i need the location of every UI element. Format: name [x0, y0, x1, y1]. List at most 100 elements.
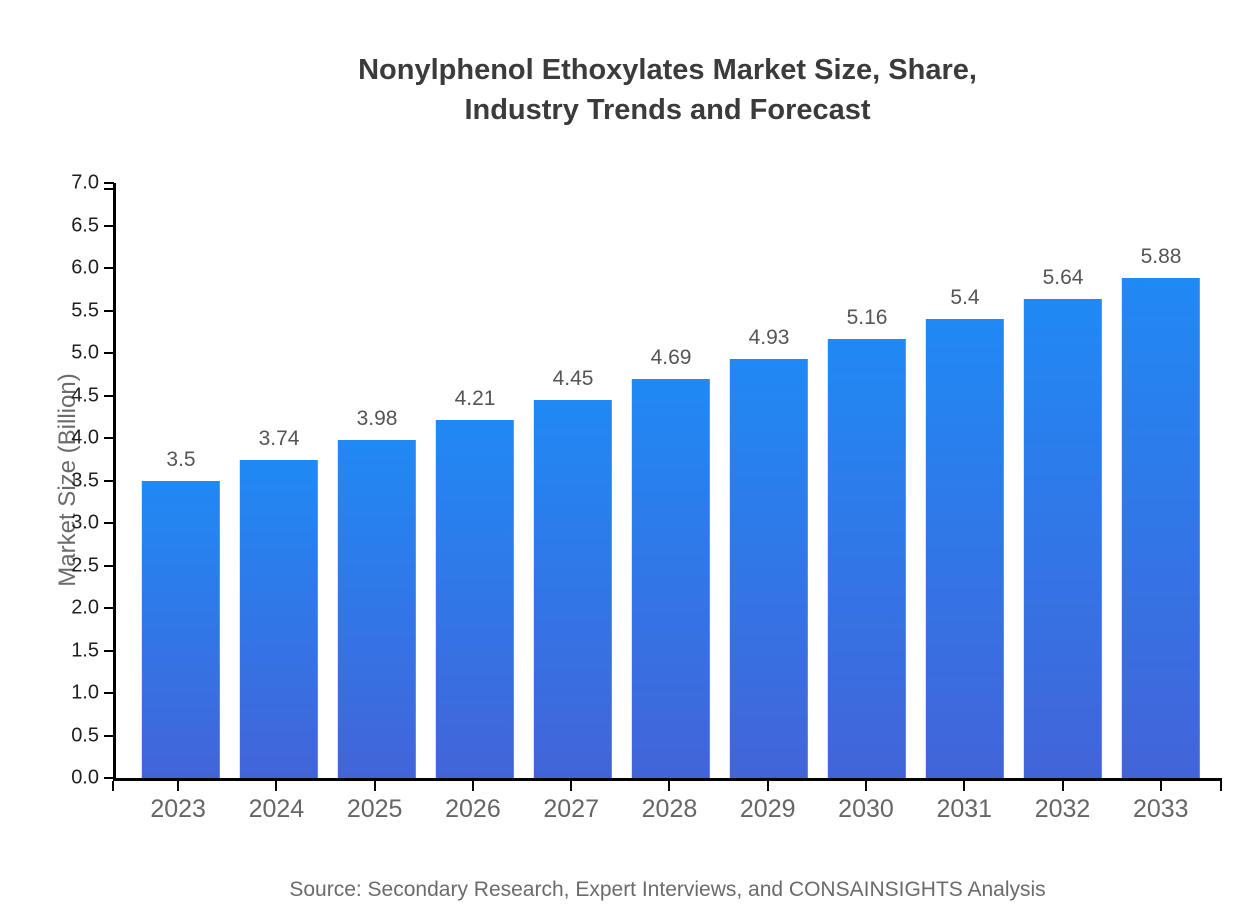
y-tick-mark: [104, 267, 114, 269]
bar-group-2027: 4.45: [524, 183, 622, 778]
y-tick-label: 4.0: [71, 426, 99, 449]
y-tick-label: 1.5: [71, 639, 99, 661]
bar-value-label: 5.88: [1140, 245, 1182, 269]
bar-group-2031: 5.4: [916, 183, 1014, 778]
x-tick-mark: [373, 781, 376, 791]
chart-title-line1: Nonylphenol Ethoxylates Market Size, Sha…: [358, 54, 977, 86]
bar-value-label: 5.4: [950, 286, 980, 309]
bar-value-label: 5.16: [846, 306, 888, 330]
x-tick-2031: 2031: [915, 781, 1013, 841]
y-tick-label: 6.5: [71, 214, 99, 236]
bar-value-label: 3.5: [166, 447, 196, 471]
y-tick-label: 7.0: [71, 171, 99, 194]
bar-value-label: 4.69: [650, 346, 692, 370]
x-tick-2030: 2030: [817, 781, 915, 841]
x-tick-mark: [668, 781, 671, 791]
x-tick-2032: 2032: [1013, 781, 1111, 841]
x-tick-label: 2030: [838, 795, 894, 823]
bar-value-label: 5.64: [1042, 265, 1084, 289]
x-tick-2025: 2025: [326, 781, 424, 841]
source-note: Source: Secondary Research, Expert Inter…: [289, 878, 1046, 901]
y-tick-label: 2.5: [71, 554, 99, 576]
x-tick-mark: [177, 781, 180, 791]
bar-2023: [141, 480, 221, 778]
bar-group-2030: 5.16: [818, 183, 916, 778]
x-tick-mark: [766, 781, 769, 791]
x-tick-2026: 2026: [424, 781, 522, 841]
x-tick-label: 2031: [936, 795, 993, 823]
y-tick-mark: [104, 649, 114, 652]
y-tick-label: 3.5: [71, 469, 99, 491]
bar-group-2026: 4.21: [426, 183, 524, 778]
bar-2027: [533, 399, 613, 778]
x-tick-label: 2028: [641, 795, 698, 823]
x-tick-label: 2033: [1132, 795, 1189, 823]
y-tick-mark: [104, 352, 114, 354]
x-tick-mark: [1061, 781, 1064, 791]
y-tick-label: 2.0: [71, 596, 99, 619]
x-tick-mark: [864, 781, 867, 791]
bar-2024: [239, 460, 319, 778]
y-tick-mark: [104, 479, 114, 482]
x-tick-label: 2024: [248, 795, 305, 823]
bar-group-2025: 3.98: [328, 183, 426, 778]
x-tick-mark: [471, 781, 474, 791]
x-tick-2023: 2023: [129, 781, 227, 841]
bar-value-label: 3.98: [356, 406, 398, 430]
x-tick-label: 2026: [445, 795, 501, 823]
bar-value-label: 4.21: [454, 387, 496, 411]
y-axis-top-cap: [104, 188, 114, 190]
x-tick-mark: [1159, 781, 1162, 791]
bar-group-2023: 3.5: [132, 183, 230, 778]
bar-group-2029: 4.93: [720, 183, 818, 778]
bar-2032: [1023, 298, 1103, 778]
x-tick-label: 2032: [1034, 795, 1091, 823]
bar-2026: [435, 420, 515, 778]
bar-group-2024: 3.74: [230, 183, 328, 778]
x-tick-label: 2027: [543, 795, 599, 823]
x-tick-mark: [570, 781, 573, 791]
x-axis: 2023 2024 2025 2026 2027 2028 2029 2030 2031 2032…: [113, 781, 1222, 841]
bar-value-label: 4.45: [552, 366, 594, 390]
y-tick-label: 0.5: [71, 724, 99, 746]
y-tick-label: 5.0: [71, 341, 99, 364]
y-tick-label: 4.5: [71, 384, 99, 406]
x-tick-2028: 2028: [620, 781, 718, 841]
y-tick-mark: [104, 607, 114, 609]
chart-title: Nonylphenol Ethoxylates Market Size, Sha…: [113, 50, 1222, 130]
y-tick-mark: [104, 692, 114, 694]
chart-title-line2: Industry Trends and Forecast: [464, 94, 871, 126]
x-tick-2024: 2024: [227, 781, 325, 841]
plot-area: 0.0 0.5 1.0 1.5 2.0 2.5 3.0 3.5 4.0 4.5 5.0 5.5 6.0 6…: [71, 172, 1222, 789]
bar-2029: [729, 358, 809, 778]
y-tick-mark: [104, 734, 114, 737]
y-tick-label: 3.0: [71, 511, 99, 534]
x-tick-2029: 2029: [719, 781, 817, 841]
x-axis-right-cap: [1220, 781, 1222, 791]
x-tick-2027: 2027: [522, 781, 620, 841]
x-tick-label: 2023: [150, 795, 206, 823]
y-tick-mark: [104, 777, 114, 779]
bar-group-2033: 5.88: [1112, 183, 1210, 778]
x-axis-left-cap: [112, 781, 114, 791]
x-tick-mark: [963, 781, 966, 791]
y-tick-mark: [104, 182, 114, 184]
y-tick-label: 5.5: [71, 299, 99, 321]
y-tick-mark: [104, 522, 114, 524]
bar-2028: [631, 379, 711, 778]
bar-value-label: 4.93: [748, 325, 790, 349]
x-tick-2033: 2033: [1112, 781, 1210, 841]
bar-group-2032: 5.64: [1014, 183, 1112, 778]
x-tick-mark: [275, 781, 278, 791]
x-tick-label: 2029: [739, 795, 796, 823]
bar-value-label: 3.74: [258, 427, 300, 451]
x-tick-label: 2025: [346, 795, 403, 823]
y-tick-label: 1.0: [71, 681, 99, 704]
y-tick-mark: [104, 437, 114, 439]
bar-2033: [1121, 278, 1201, 778]
bar-2025: [337, 439, 417, 778]
y-tick-mark: [104, 309, 114, 312]
y-tick-label: 0.0: [71, 766, 99, 789]
y-tick-mark: [104, 564, 114, 567]
